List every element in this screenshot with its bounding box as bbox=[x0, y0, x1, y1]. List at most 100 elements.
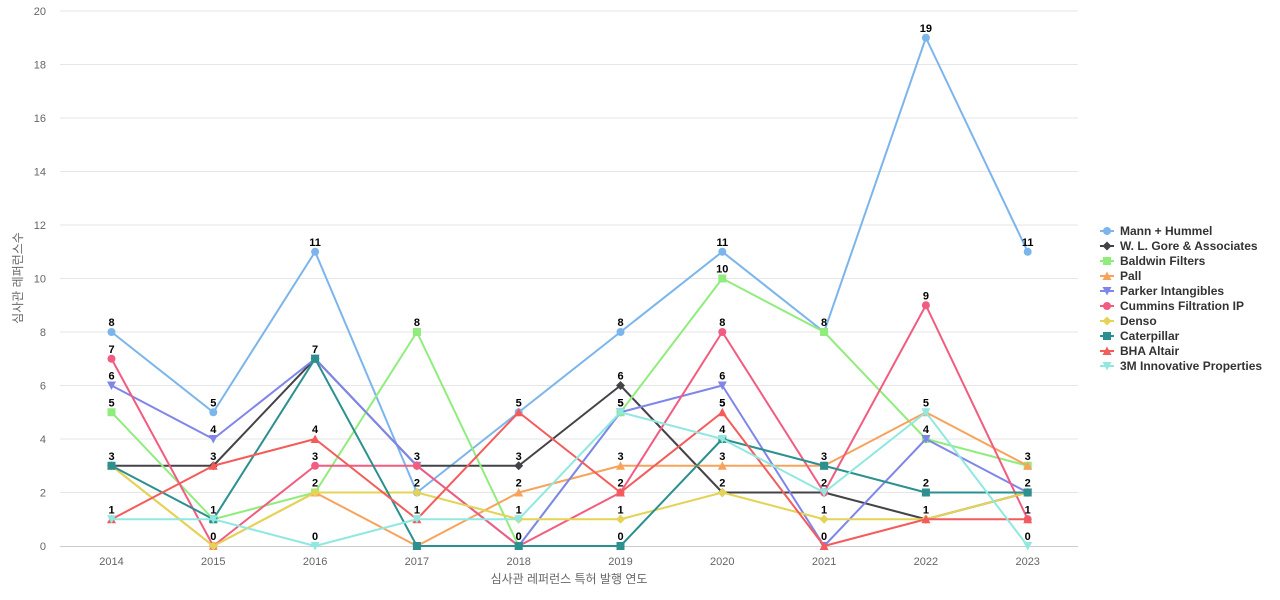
data-label: 1 bbox=[108, 504, 114, 516]
data-label: 2 bbox=[617, 478, 623, 490]
legend-label: BHA Altair bbox=[1120, 344, 1179, 358]
data-label: 1 bbox=[617, 504, 623, 516]
legend-marker bbox=[1103, 257, 1111, 265]
data-label: 0 bbox=[210, 531, 216, 543]
y-tick-label: 0 bbox=[40, 541, 46, 553]
legend-item-mann-hummel[interactable]: Mann + Hummel bbox=[1100, 224, 1212, 238]
data-label: 0 bbox=[312, 531, 318, 543]
data-point bbox=[208, 461, 218, 470]
data-label: 3 bbox=[719, 451, 725, 463]
data-label: 5 bbox=[617, 397, 623, 409]
data-point bbox=[616, 408, 625, 417]
data-point bbox=[921, 488, 930, 497]
data-label: 7 bbox=[108, 344, 114, 356]
data-label: 5 bbox=[719, 397, 725, 409]
data-label: 0 bbox=[617, 531, 623, 543]
y-tick-label: 12 bbox=[34, 220, 46, 232]
data-point bbox=[514, 407, 524, 417]
data-point bbox=[718, 328, 727, 336]
y-tick-label: 8 bbox=[40, 327, 46, 339]
x-tick-label: 2016 bbox=[303, 556, 327, 568]
x-tick-label: 2020 bbox=[710, 556, 734, 568]
data-point bbox=[921, 435, 931, 444]
data-point bbox=[412, 461, 421, 470]
data-point bbox=[616, 514, 625, 524]
data-label: 1 bbox=[516, 504, 522, 516]
series-bha-altair bbox=[107, 407, 1033, 550]
legend-label: W. L. Gore & Associates bbox=[1120, 239, 1258, 253]
series-denso bbox=[107, 461, 1033, 551]
data-label: 2 bbox=[719, 478, 725, 490]
y-axis-ticks: 0 2 4 6 8 10 12 14 16 18 20 bbox=[34, 6, 46, 553]
data-label: 10 bbox=[716, 264, 728, 276]
data-point bbox=[514, 515, 524, 524]
legend-item-denso[interactable]: Denso bbox=[1100, 314, 1157, 328]
data-point bbox=[820, 461, 829, 470]
data-point bbox=[616, 542, 625, 550]
x-axis-title: 심사관 레퍼런스 특허 발행 연도 bbox=[491, 571, 648, 586]
legend-item-baldwin-filters[interactable]: Baldwin Filters bbox=[1100, 254, 1206, 268]
data-label: 11 bbox=[716, 237, 728, 249]
y-tick-label: 4 bbox=[40, 434, 46, 446]
y-tick-label: 2 bbox=[40, 488, 46, 500]
data-label: 6 bbox=[108, 371, 114, 383]
data-label: 8 bbox=[821, 317, 827, 329]
data-point bbox=[311, 461, 320, 470]
data-point bbox=[1023, 461, 1033, 470]
data-point bbox=[616, 328, 625, 336]
data-label: 4 bbox=[210, 424, 217, 436]
data-label: 19 bbox=[920, 23, 932, 35]
data-label: 6 bbox=[617, 371, 623, 383]
data-point bbox=[107, 381, 116, 390]
series-line-caterpillar bbox=[110, 357, 1029, 547]
legend-item-w-l-gore-associates[interactable]: W. L. Gore & Associates bbox=[1100, 239, 1258, 253]
data-point bbox=[718, 274, 727, 283]
legend-item-pall[interactable]: Pall bbox=[1100, 269, 1141, 283]
legend-label: Denso bbox=[1120, 314, 1157, 328]
series-line-baldwin-filters bbox=[110, 277, 1029, 547]
legend-item-caterpillar[interactable]: Caterpillar bbox=[1100, 329, 1180, 343]
legend-item-parker-intangibles[interactable]: Parker Intangibles bbox=[1100, 284, 1224, 298]
data-point bbox=[310, 488, 320, 497]
data-point bbox=[514, 542, 523, 550]
data-label: 3 bbox=[210, 451, 216, 463]
data-point bbox=[311, 247, 320, 256]
series-line-bha-altair bbox=[110, 411, 1029, 547]
data-label: 8 bbox=[414, 317, 420, 329]
legend-item-3m-innovative-properties[interactable]: 3M Innovative Properties bbox=[1100, 359, 1262, 373]
legend-item-cummins-filtration-ip[interactable]: Cummins Filtration IP bbox=[1100, 299, 1244, 313]
data-point bbox=[107, 354, 116, 363]
legend-item-bha-altair[interactable]: BHA Altair bbox=[1100, 344, 1179, 358]
data-point bbox=[1023, 488, 1032, 497]
data-point bbox=[717, 488, 727, 497]
series-line-mann-hummel bbox=[110, 36, 1029, 494]
series-mann-hummel bbox=[107, 33, 1032, 497]
data-label: 1 bbox=[1025, 504, 1031, 516]
data-label: 5 bbox=[516, 397, 522, 409]
data-label: 11 bbox=[1022, 237, 1034, 249]
data-label: 1 bbox=[821, 504, 827, 516]
data-point bbox=[717, 381, 727, 390]
data-point bbox=[819, 541, 829, 550]
data-point bbox=[412, 488, 422, 497]
data-label: 5 bbox=[923, 397, 929, 409]
data-point bbox=[820, 328, 829, 336]
y-tick-label: 16 bbox=[34, 113, 46, 125]
data-point bbox=[208, 515, 218, 524]
legend-label: Parker Intangibles bbox=[1120, 284, 1224, 298]
data-point bbox=[107, 461, 116, 470]
data-label: 2 bbox=[414, 478, 420, 490]
data-label: 3 bbox=[821, 451, 827, 463]
data-label: 5 bbox=[108, 397, 114, 409]
data-point bbox=[310, 542, 320, 551]
data-label: 11 bbox=[309, 237, 321, 249]
data-point bbox=[921, 514, 931, 524]
data-point bbox=[718, 247, 727, 256]
data-label: 1 bbox=[414, 504, 420, 516]
data-point bbox=[921, 408, 931, 417]
data-point bbox=[1023, 542, 1033, 551]
x-tick-label: 2015 bbox=[201, 556, 225, 568]
data-point bbox=[1023, 514, 1033, 524]
legend-label: Cummins Filtration IP bbox=[1120, 299, 1244, 313]
